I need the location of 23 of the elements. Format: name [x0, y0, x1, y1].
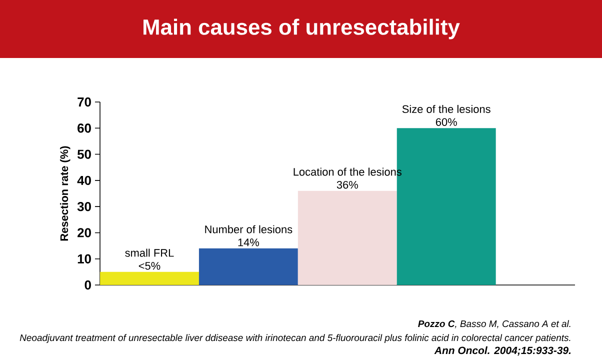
bar: [100, 272, 199, 285]
y-tick-label: 50: [77, 150, 91, 159]
bar: [298, 190, 397, 285]
y-tick-label: 10: [78, 254, 91, 264]
y-tick-label: 20: [78, 228, 91, 238]
text: Neoadjuvant treatment of unresectable liver ddisease with irinotecan and 5-fluorouracil plus folinic acid in colorectal cancer patients.: [20, 334, 570, 343]
y-tick-label: 60: [78, 124, 91, 133]
y-axis-title: Resection rate (%): [60, 146, 70, 241]
bar: [198, 248, 298, 285]
text: Pozzo C, Basso M, Cassano A et al.: [418, 320, 570, 328]
data-label: <5%: [138, 262, 160, 270]
data-label: 60%: [436, 118, 457, 126]
y-tick-label: 0: [84, 280, 91, 290]
data-label: 36%: [336, 180, 358, 189]
y-tick-label: 70: [78, 97, 91, 107]
y-tick-label: 30: [77, 202, 91, 212]
text: Ann Oncol. 2004;15:933-39.: [434, 346, 571, 356]
chart-title: Main causes of unresectability: [144, 18, 460, 40]
x-tick-label: Size of the lesions: [402, 104, 490, 113]
x-tick-label: Number of lesions: [205, 225, 292, 234]
x-tick-label: small FRL: [125, 248, 174, 257]
data-label: 14%: [238, 238, 260, 246]
y-tick-label: 40: [77, 176, 91, 186]
